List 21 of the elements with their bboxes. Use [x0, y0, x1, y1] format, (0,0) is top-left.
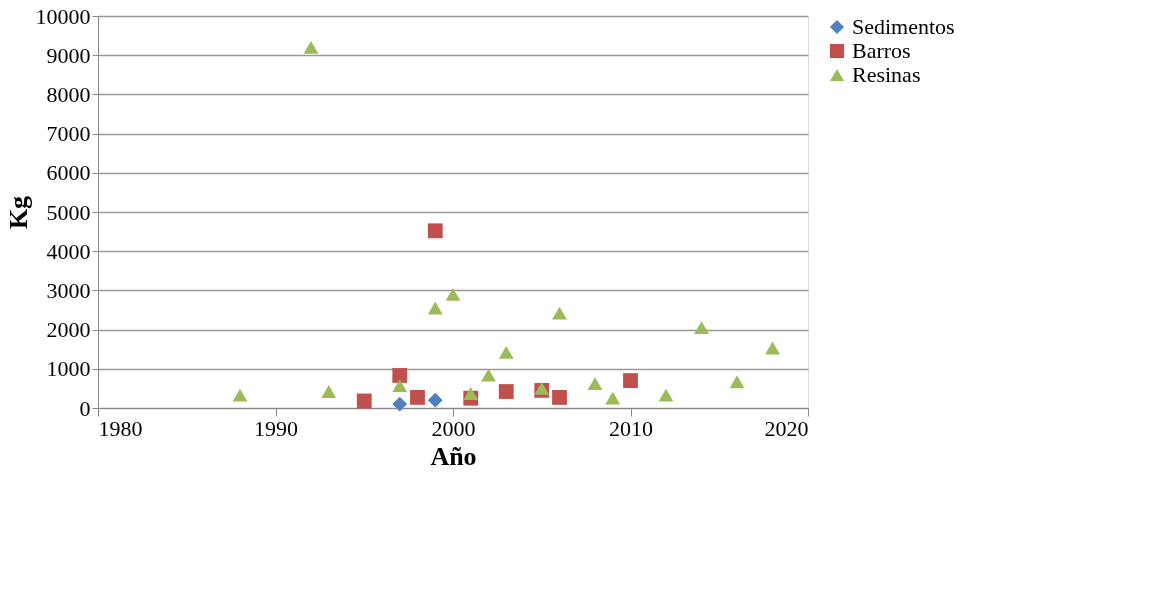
- x-axis-title: Año: [430, 441, 477, 471]
- y-tick-label: 7000: [46, 121, 91, 147]
- x-tick-label: 2000: [431, 415, 476, 441]
- legend-label: Barros: [852, 38, 911, 63]
- y-tick-label: 6000: [46, 160, 91, 186]
- y-tick-label: 2000: [46, 317, 91, 343]
- y-tick-label: 0: [79, 395, 91, 421]
- y-tick-label: 8000: [46, 81, 91, 107]
- x-tick-label: 1980: [98, 415, 143, 441]
- y-tick-label: 1000: [46, 356, 91, 382]
- x-tick-label: 2010: [609, 415, 653, 441]
- x-tick-label: 1990: [254, 415, 298, 441]
- y-tick-label: 3000: [46, 277, 91, 303]
- y-tick-label: 5000: [46, 199, 91, 225]
- x-tick-label: 2020: [764, 415, 809, 441]
- y-axis-title: Kg: [3, 195, 33, 230]
- y-tick-label: 10000: [35, 3, 91, 29]
- legend-label: Resinas: [852, 62, 921, 87]
- legend-label: Sedimentos: [852, 14, 955, 39]
- y-tick-label: 4000: [46, 238, 91, 264]
- y-tick-label: 9000: [46, 42, 91, 68]
